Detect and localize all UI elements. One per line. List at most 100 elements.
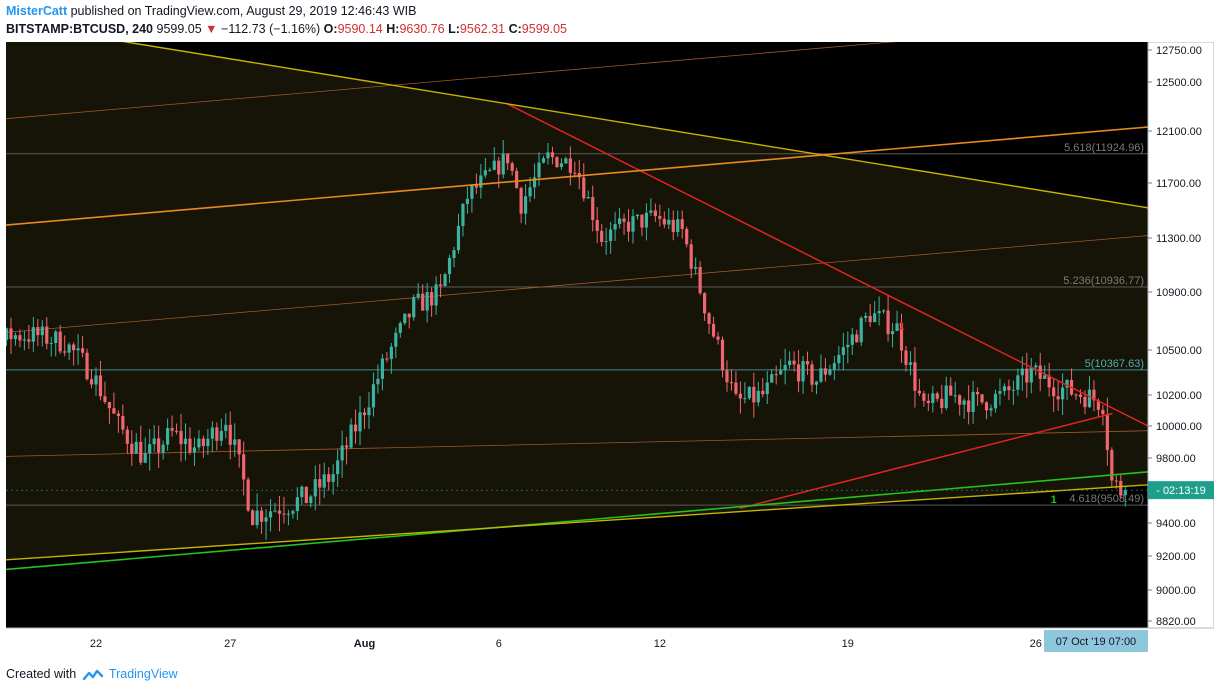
candle-body[interactable]	[251, 510, 255, 526]
candle-body[interactable]	[532, 177, 537, 188]
candle-body[interactable]	[385, 358, 389, 360]
price-axis[interactable]	[1147, 42, 1214, 629]
candle-body[interactable]	[58, 331, 62, 352]
candle-body[interactable]	[841, 347, 845, 355]
candle-body[interactable]	[1096, 400, 1100, 410]
candle-body[interactable]	[89, 379, 94, 385]
candle-body[interactable]	[313, 479, 317, 497]
candle-body[interactable]	[376, 378, 380, 385]
candle-body[interactable]	[362, 412, 367, 416]
candle-body[interactable]	[18, 335, 22, 341]
candle-body[interactable]	[277, 510, 282, 514]
candle-body[interactable]	[215, 427, 219, 441]
candle-body[interactable]	[975, 391, 980, 395]
candle-body[interactable]	[770, 374, 774, 383]
candle-body[interactable]	[1074, 394, 1078, 396]
candle-body[interactable]	[850, 334, 854, 345]
candle-body[interactable]	[242, 454, 246, 480]
candle-body[interactable]	[506, 153, 510, 164]
candle-body[interactable]	[85, 352, 89, 380]
candle-body[interactable]	[112, 408, 116, 414]
candle-body[interactable]	[353, 424, 358, 432]
candle-body[interactable]	[984, 402, 989, 411]
candle-body[interactable]	[908, 362, 913, 365]
candle-body[interactable]	[1056, 396, 1060, 400]
candle-body[interactable]	[309, 496, 313, 504]
candle-body[interactable]	[1123, 490, 1127, 496]
candle-body[interactable]	[461, 203, 465, 226]
candle-body[interactable]	[1083, 396, 1087, 408]
candle-body[interactable]	[1007, 386, 1011, 391]
candle-body[interactable]	[157, 438, 161, 453]
candle-body[interactable]	[295, 497, 299, 512]
candle-body[interactable]	[255, 510, 259, 526]
candle-body[interactable]	[931, 393, 935, 404]
candle-body[interactable]	[694, 267, 698, 269]
candle-body[interactable]	[367, 407, 371, 416]
candle-body[interactable]	[783, 365, 787, 371]
candle-body[interactable]	[318, 479, 322, 488]
candle-body[interactable]	[197, 438, 201, 448]
candle-body[interactable]	[192, 447, 197, 453]
candle-body[interactable]	[201, 438, 205, 447]
trend-line-yellow-support[interactable]	[6, 448, 1214, 564]
candle-body[interactable]	[774, 374, 778, 376]
time-axis[interactable]	[6, 628, 1148, 656]
candle-body[interactable]	[219, 430, 223, 441]
candle-body[interactable]	[139, 441, 143, 463]
candle-body[interactable]	[796, 364, 801, 382]
candle-body[interactable]	[54, 331, 58, 344]
candle-body[interactable]	[761, 390, 765, 395]
candle-body[interactable]	[519, 188, 523, 214]
candle-body[interactable]	[380, 358, 384, 379]
candle-body[interactable]	[259, 510, 264, 522]
candle-body[interactable]	[591, 197, 595, 220]
candle-body[interactable]	[967, 400, 971, 413]
candle-body[interactable]	[644, 212, 649, 228]
candle-body[interactable]	[680, 219, 684, 229]
candle-body[interactable]	[31, 327, 35, 342]
candle-body[interactable]	[327, 474, 331, 482]
candle-body[interactable]	[63, 351, 67, 353]
candle-body[interactable]	[398, 323, 402, 333]
author-link[interactable]: MisterCatt	[6, 4, 68, 18]
candle-body[interactable]	[609, 229, 613, 242]
candle-body[interactable]	[550, 152, 555, 158]
candle-body[interactable]	[1119, 480, 1123, 496]
candle-body[interactable]	[13, 335, 18, 340]
candle-body[interactable]	[282, 513, 286, 515]
candle-body[interactable]	[819, 368, 823, 382]
candle-body[interactable]	[725, 370, 729, 383]
time-badge[interactable]	[1044, 630, 1148, 652]
trend-line-lower-triangle[interactable]	[739, 412, 1113, 509]
candle-body[interactable]	[170, 428, 174, 431]
candle-body[interactable]	[403, 313, 407, 324]
candle-body[interactable]	[479, 175, 483, 188]
candle-body[interactable]	[640, 214, 644, 228]
candle-body[interactable]	[116, 413, 120, 417]
candle-body[interactable]	[389, 346, 393, 360]
candle-body[interactable]	[564, 158, 568, 164]
candle-body[interactable]	[76, 348, 80, 351]
candle-body[interactable]	[989, 408, 993, 411]
candle-body[interactable]	[805, 361, 810, 365]
candle-body[interactable]	[1092, 389, 1096, 401]
candle-body[interactable]	[877, 311, 881, 314]
candle-body[interactable]	[1016, 375, 1020, 390]
candle-body[interactable]	[492, 160, 496, 170]
candle-body[interactable]	[80, 348, 85, 353]
candle-body[interactable]	[595, 219, 599, 231]
candle-body[interactable]	[336, 460, 340, 475]
candle-body[interactable]	[940, 398, 944, 408]
candle-body[interactable]	[873, 313, 877, 323]
trend-line-orange-channel[interactable]	[6, 79, 1214, 231]
candle-body[interactable]	[134, 441, 138, 454]
candle-body[interactable]	[832, 363, 836, 370]
candle-body[interactable]	[125, 429, 129, 444]
candle-body[interactable]	[210, 427, 214, 439]
candle-body[interactable]	[890, 331, 895, 335]
candle-body[interactable]	[264, 517, 268, 522]
tradingview-link[interactable]: TradingView	[108, 667, 178, 681]
candle-body[interactable]	[734, 382, 738, 394]
candle-body[interactable]	[823, 368, 828, 375]
